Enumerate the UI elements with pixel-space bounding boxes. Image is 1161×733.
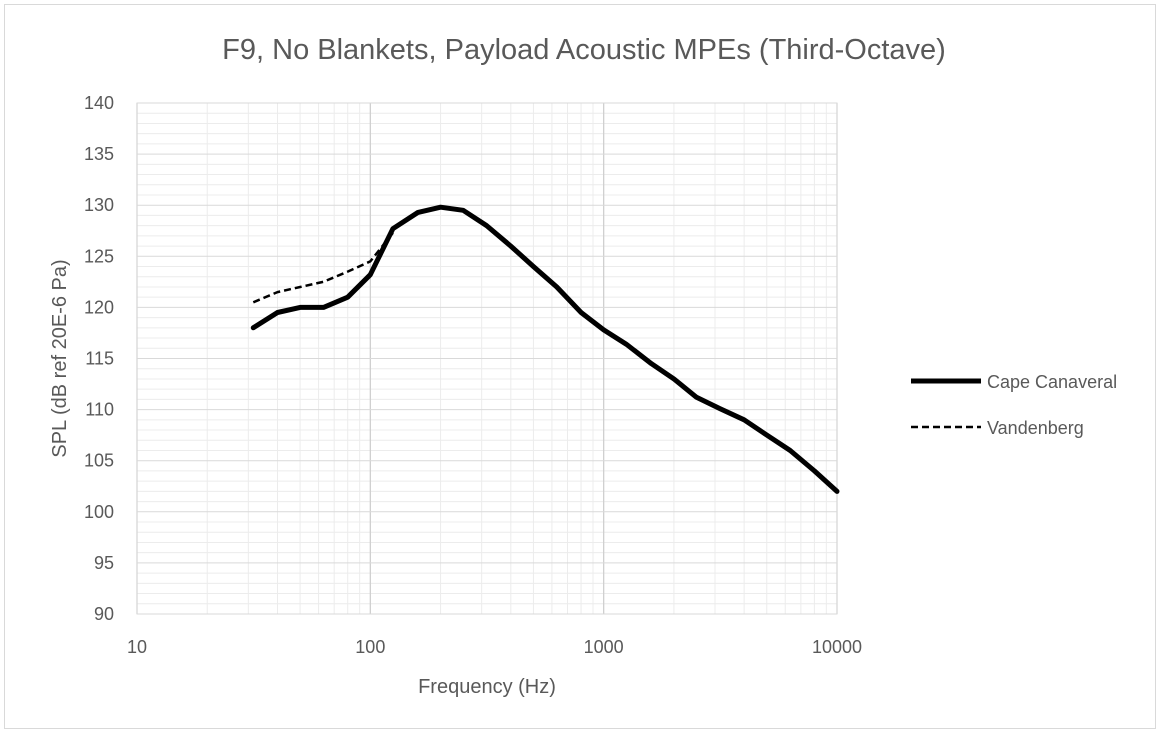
x-tick-label: 1000: [584, 637, 624, 657]
legend: Cape Canaveral Vandenberg: [911, 372, 1117, 438]
y-tick-label: 100: [84, 502, 114, 522]
y-axis-label: SPL (dB ref 20E-6 Pa): [49, 259, 71, 457]
chart-title: F9, No Blankets, Payload Acoustic MPEs (…: [222, 34, 946, 66]
plot-area: [136, 102, 838, 615]
y-axis-ticks: 90 95 100 105 110 115 120 125 130 135 140: [84, 93, 114, 624]
major-gridlines: [136, 102, 838, 615]
series-line-vandenberg: [252, 232, 394, 304]
legend-label: Cape Canaveral: [987, 372, 1117, 392]
y-tick-label: 120: [84, 297, 114, 317]
y-tick-label: 125: [84, 246, 114, 266]
y-tick-label: 140: [84, 93, 114, 113]
y-tick-label: 90: [94, 604, 114, 624]
x-tick-label: 10000: [812, 637, 862, 657]
x-tick-label: 10: [127, 637, 147, 657]
x-tick-label: 100: [355, 637, 385, 657]
y-tick-label: 105: [84, 451, 114, 471]
y-tick-label: 135: [84, 144, 114, 164]
series-layer: [250, 204, 840, 494]
y-tick-label: 115: [85, 349, 114, 369]
y-tick-label: 130: [84, 195, 114, 215]
y-tick-label: 95: [94, 553, 114, 573]
chart-frame: [4, 4, 1156, 729]
x-axis-label: Frequency (Hz): [418, 676, 556, 698]
series-line-cape-canaveral: [250, 204, 840, 494]
x-axis-ticks: 10 100 1000 10000: [127, 637, 862, 657]
y-tick-label: 110: [85, 400, 114, 420]
legend-label: Vandenberg: [987, 418, 1084, 438]
